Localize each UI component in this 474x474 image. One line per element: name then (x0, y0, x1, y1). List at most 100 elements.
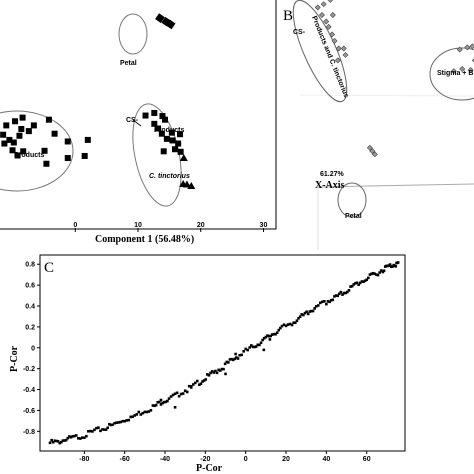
panel-c-correlation-plot: C 0.8 0.6 0.4 0.2 0 -0.2 -0.4 -0.6 -0.8 -80 -60 -4… (9, 254, 406, 474)
c-point-36 (113, 421, 116, 425)
c-point-179 (363, 279, 367, 283)
c-outlier-0 (159, 398, 163, 402)
c-point-198 (391, 265, 394, 268)
label-c-tinctorius-a: C. tinctorius (149, 173, 190, 180)
c-point-89 (212, 371, 216, 374)
c-point-186 (375, 273, 378, 276)
c-point-118 (261, 338, 264, 342)
b-point-g1-6 (467, 67, 474, 74)
b-point-g0-6 (335, 45, 342, 52)
c-point-155 (325, 302, 328, 306)
c-point-39 (119, 420, 122, 424)
c-point-123 (269, 334, 272, 338)
panel-a-x-axis-title: Component 1 (56.48%) (95, 234, 194, 245)
c-point-167 (344, 291, 348, 295)
c-point-50 (141, 411, 145, 415)
c-point-127 (275, 331, 279, 334)
b-point-g2-1 (369, 148, 376, 155)
c-point-163 (337, 292, 341, 296)
a-point-g2-10 (177, 131, 184, 138)
b-point-g0-1 (318, 12, 325, 18)
c-point-116 (258, 343, 261, 347)
c-point-187 (376, 273, 380, 277)
ellipse-products-b (292, 0, 348, 103)
a-point-g1-18 (14, 152, 21, 159)
c-point-181 (367, 276, 370, 280)
c-point-178 (362, 280, 365, 284)
label-products-a-right: Products (154, 127, 184, 134)
c-y-tick-label-0: 0.8 (25, 262, 35, 269)
panel-b-axis-percentage: 61.27% (320, 171, 345, 178)
c-point-113 (253, 345, 256, 349)
c-point-8 (61, 439, 65, 442)
c-point-147 (310, 309, 313, 313)
c-point-99 (228, 358, 232, 361)
c-point-160 (333, 295, 336, 298)
c-point-133 (286, 323, 290, 326)
c-outlier-6 (234, 352, 237, 356)
a-point-g1-17 (9, 147, 16, 154)
a-point-g1-14 (84, 136, 91, 143)
c-point-5 (56, 440, 60, 443)
c-point-21 (85, 434, 88, 438)
c-point-33 (108, 422, 111, 426)
a-point-g1-0 (0, 131, 7, 138)
ellipse-products-a-left (0, 110, 74, 192)
c-y-tick-label-1: 0.6 (25, 283, 35, 290)
b-point-g0-3 (325, 23, 332, 30)
c-point-66 (169, 395, 173, 398)
c-point-11 (66, 436, 70, 440)
a-point-g1-8 (20, 148, 27, 155)
c-outlier-2 (189, 386, 193, 389)
c-y-tick-label-2: 0.4 (25, 304, 35, 311)
c-point-134 (288, 322, 292, 326)
label-petal-a: Petal (120, 60, 137, 67)
a-point-g1-20 (30, 122, 37, 129)
c-point-4 (55, 439, 58, 443)
c-point-108 (244, 347, 247, 351)
c-point-16 (74, 434, 78, 437)
c-x-tick-label-2: -40 (160, 456, 170, 463)
c-point-164 (339, 290, 343, 294)
c-point-171 (350, 284, 354, 288)
b-point-g2-0 (366, 144, 373, 151)
c-point-162 (336, 294, 339, 298)
c-point-101 (231, 358, 235, 362)
c-point-80 (197, 383, 201, 387)
c-point-107 (242, 350, 245, 353)
c-x-tick-label-5: 20 (282, 456, 290, 463)
a-point-g1-1 (6, 136, 13, 143)
c-y-tick-label-8: -0.8 (23, 429, 35, 436)
a-x-tick-label-0: 0 (73, 222, 77, 229)
c-point-135 (290, 323, 294, 327)
panel-a-x-ticks: 0 10 20 30 (73, 222, 267, 232)
ellipse-petal-b (337, 182, 367, 218)
c-point-157 (328, 300, 331, 304)
c-point-141 (300, 313, 304, 316)
c-point-68 (173, 392, 177, 396)
c-point-29 (101, 428, 104, 431)
c-y-tick-label-7: -0.6 (23, 408, 35, 415)
c-point-138 (295, 319, 299, 323)
panel-a-marks (0, 13, 196, 190)
c-point-81 (199, 382, 203, 386)
c-point-139 (297, 316, 300, 320)
c-point-37 (115, 421, 118, 424)
c-point-49 (139, 413, 143, 416)
c-point-191 (382, 269, 386, 273)
a-point-g1-2 (10, 139, 17, 146)
b-point-g0-7 (320, 1, 327, 8)
c-point-98 (227, 361, 230, 364)
c-point-125 (272, 332, 276, 336)
c-point-45 (131, 415, 135, 418)
c-point-201 (394, 265, 398, 268)
c-point-174 (355, 281, 359, 285)
c-point-72 (181, 392, 185, 395)
a-point-g2-7 (160, 148, 167, 155)
c-point-105 (238, 353, 241, 357)
c-point-175 (357, 283, 360, 287)
c-point-106 (240, 353, 243, 357)
c-point-128 (277, 328, 281, 332)
c-point-40 (121, 419, 124, 423)
c-point-188 (378, 271, 381, 274)
